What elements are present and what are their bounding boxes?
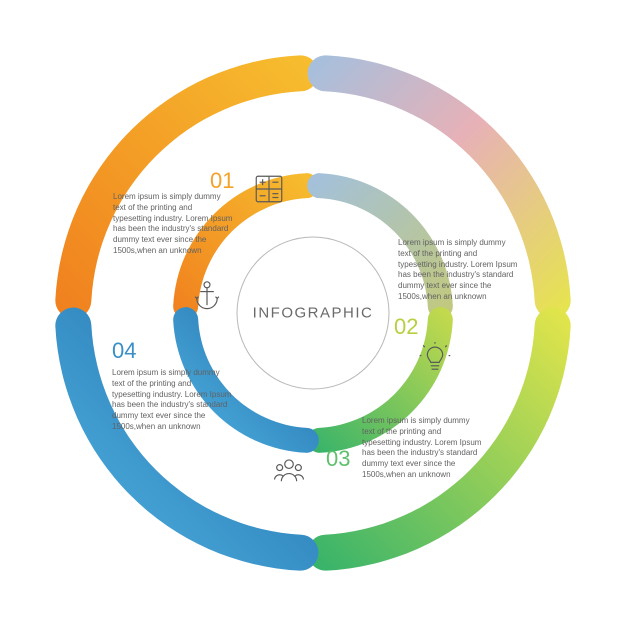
- calculator-icon: [252, 172, 286, 206]
- segment-4-body: Lorem ipsum is simply dummy text of the …: [112, 368, 232, 433]
- segment-4-number: 04: [112, 338, 136, 364]
- lightbulb-icon: [418, 342, 452, 376]
- infographic-circular: { "type": "infographic", "layout": "circ…: [0, 0, 626, 626]
- people-icon: [272, 454, 306, 488]
- segment-2-number: 02: [394, 314, 418, 340]
- center-title: INFOGRAPHIC: [253, 305, 374, 322]
- segment-1-body: Lorem ipsum is simply dummy text of the …: [113, 192, 233, 257]
- anchor-icon: [190, 278, 224, 312]
- segment-1-number: 01: [210, 168, 234, 194]
- segment-2-body: Lorem ipsum is simply dummy text of the …: [398, 238, 518, 303]
- segment-3-number: 03: [326, 446, 350, 472]
- segment-3-body: Lorem ipsum is simply dummy text of the …: [362, 416, 482, 481]
